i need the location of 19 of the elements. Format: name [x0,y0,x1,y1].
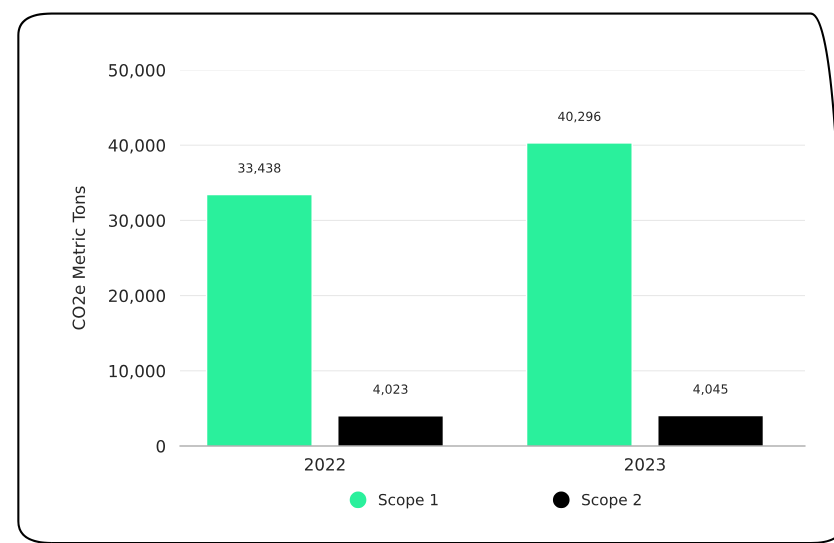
legend-label: Scope 2 [582,494,641,508]
legend-label: Scope 1 [378,494,438,508]
text: 4,045 [693,384,728,395]
y-tick-label: 30,000 [109,214,166,229]
x-tick-label: 2022 [304,458,345,471]
y-axis-title: CO2e Metric Tons [72,186,86,330]
bar [657,414,764,446]
y-tick-label: 40,000 [108,139,166,154]
bar [337,415,444,446]
text: 40,296 [558,112,600,122]
text: 4,023 [373,384,408,396]
y-tick-label: 10,000 [110,364,166,380]
text: 33,438 [238,163,280,174]
y-tick-label: 0 [156,440,166,453]
x-tick-label: 2023 [625,458,665,471]
bar [206,194,313,446]
y-tick-label: 50,000 [109,64,166,78]
bar [526,142,633,446]
y-tick-label: 20,000 [109,290,166,304]
